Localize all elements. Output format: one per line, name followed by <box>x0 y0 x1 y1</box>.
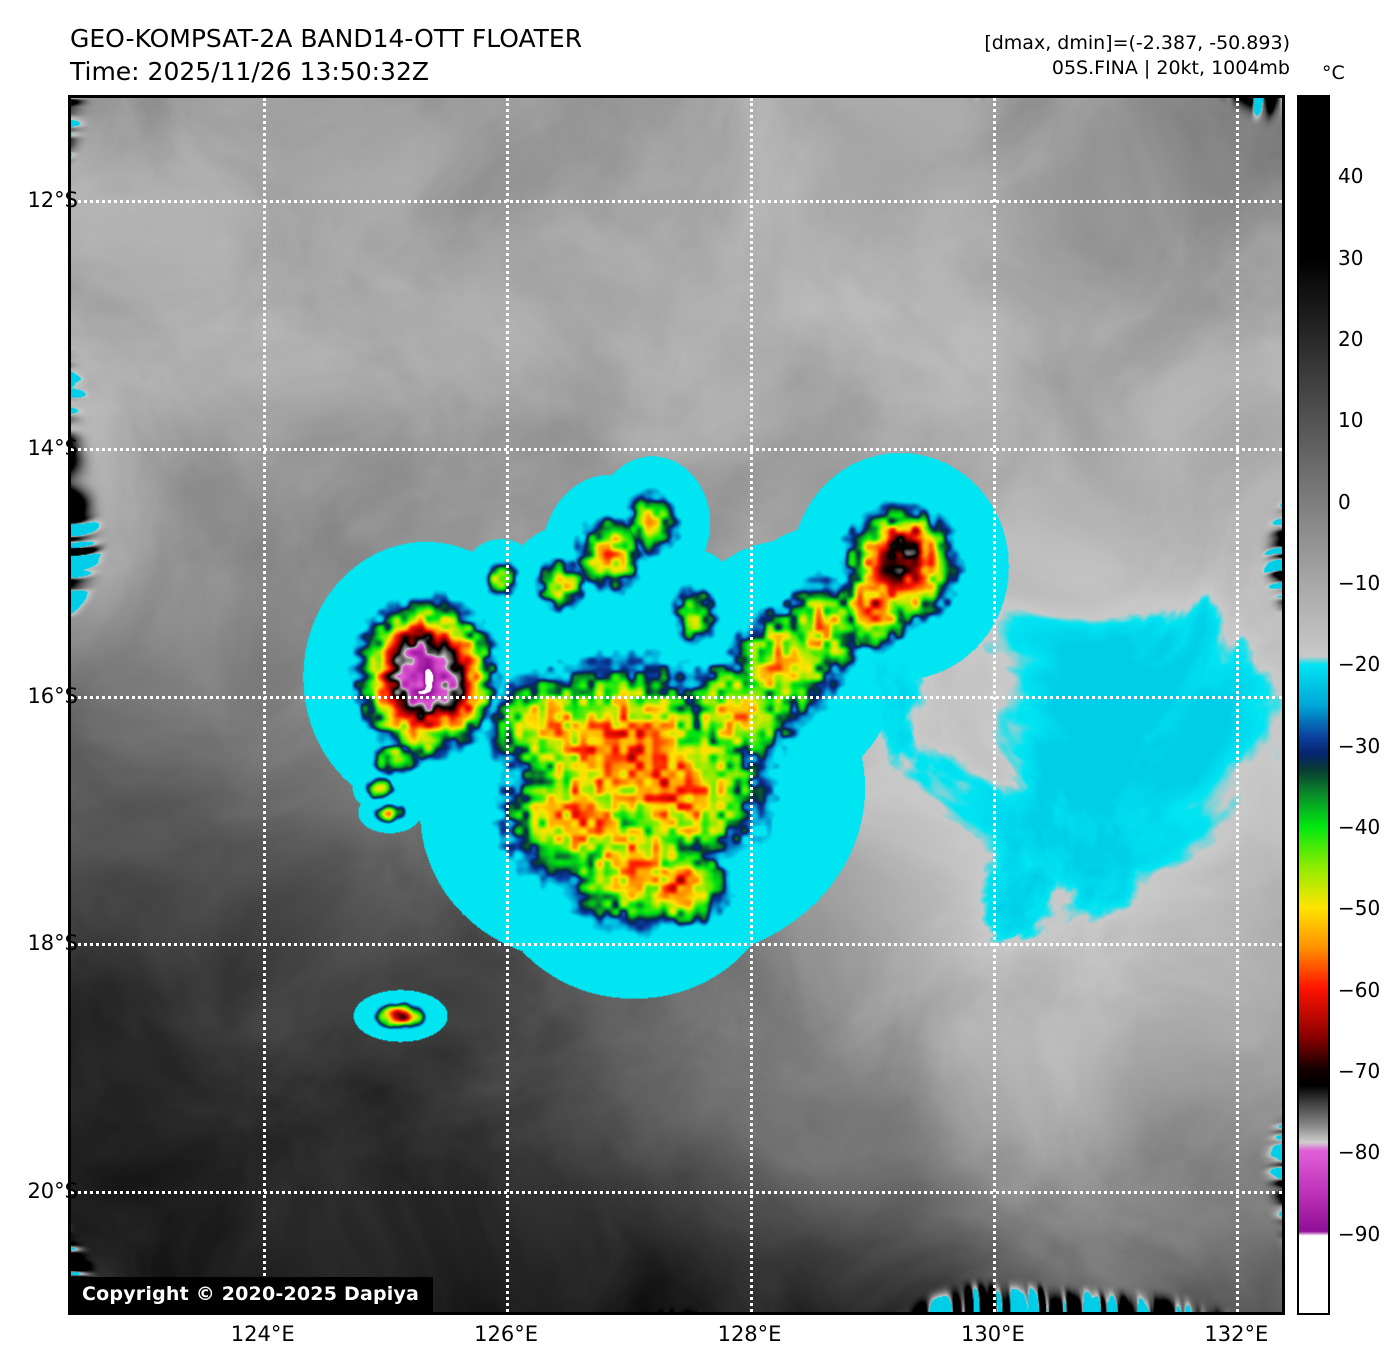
longitude-tick-label: 130°E <box>960 1322 1025 1346</box>
temperature-colorbar[interactable] <box>1297 95 1330 1315</box>
colorbar-tick-label: −20 <box>1338 652 1381 677</box>
latitude-tick-label: 20°S <box>27 1179 78 1204</box>
longitude-tick-label: 132°E <box>1204 1322 1269 1346</box>
latitude-tick-label: 16°S <box>27 683 78 708</box>
colorbar-tick-label: −90 <box>1338 1221 1381 1246</box>
longitude-tick-label: 128°E <box>717 1322 782 1346</box>
latitude-tick-label: 18°S <box>27 931 78 956</box>
page-title: GEO-KOMPSAT-2A BAND14-OTT FLOATER <box>70 24 583 53</box>
colorbar-tick-label: −40 <box>1338 815 1381 839</box>
storm-info-label: 05S.FINA | 20kt, 1004mb <box>1051 57 1290 79</box>
satellite-imagery-canvas <box>71 98 1282 1312</box>
colorbar-tick-label: 40 <box>1338 164 1364 189</box>
header-meta-block: [dmax, dmin]=(-2.387, -50.893) 05S.FINA … <box>984 31 1290 81</box>
colorbar-tick-label: −50 <box>1338 896 1381 921</box>
colorbar-tick-label: −80 <box>1338 1140 1381 1165</box>
longitude-tick-label: 126°E <box>474 1322 539 1346</box>
header-title-block: GEO-KOMPSAT-2A BAND14-OTT FLOATER Time: … <box>70 22 582 88</box>
colorbar-tick-label: 10 <box>1338 408 1364 433</box>
colorbar-tick-label: −10 <box>1338 571 1381 595</box>
copyright-watermark: Copyright © 2020-2025 Dapiya <box>68 1277 434 1312</box>
colorbar-tick-label: −30 <box>1338 733 1381 758</box>
latitude-tick-label: 14°S <box>27 435 78 460</box>
colorbar-tick-label: 0 <box>1338 489 1351 514</box>
dmax-dmin-label: [dmax, dmin]=(-2.387, -50.893) <box>984 32 1290 54</box>
colorbar-gradient <box>1299 97 1328 1313</box>
latitude-tick-label: 12°S <box>27 188 78 213</box>
colorbar-tick-label: 20 <box>1338 327 1364 351</box>
timestamp-label: Time: 2025/11/26 13:50:32Z <box>70 57 429 86</box>
colorbar-tick-label: −70 <box>1338 1059 1381 1083</box>
satellite-image-plot[interactable] <box>68 95 1285 1315</box>
colorbar-tick-label: −60 <box>1338 977 1381 1002</box>
colorbar-tick-label: 30 <box>1338 245 1364 270</box>
longitude-tick-label: 124°E <box>230 1322 295 1346</box>
colorbar-unit-label: °C <box>1322 62 1345 84</box>
